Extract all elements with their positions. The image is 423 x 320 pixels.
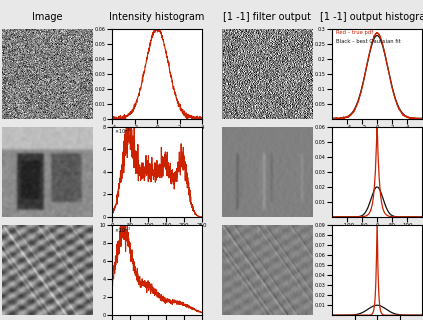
Text: Red – true pdf: Red – true pdf [335, 30, 373, 36]
Text: [1 -1] filter output: [1 -1] filter output [223, 12, 311, 22]
Text: $\times10^{-6}$: $\times10^{-6}$ [114, 127, 131, 136]
Text: $\times10^{-3}$: $\times10^{-3}$ [114, 225, 131, 235]
Text: Black – best Gaussian fit: Black – best Gaussian fit [335, 39, 401, 44]
Text: Image: Image [32, 12, 63, 22]
Text: [1 -1] output histogram: [1 -1] output histogram [320, 12, 423, 22]
Text: Intensity histogram: Intensity histogram [110, 12, 205, 22]
